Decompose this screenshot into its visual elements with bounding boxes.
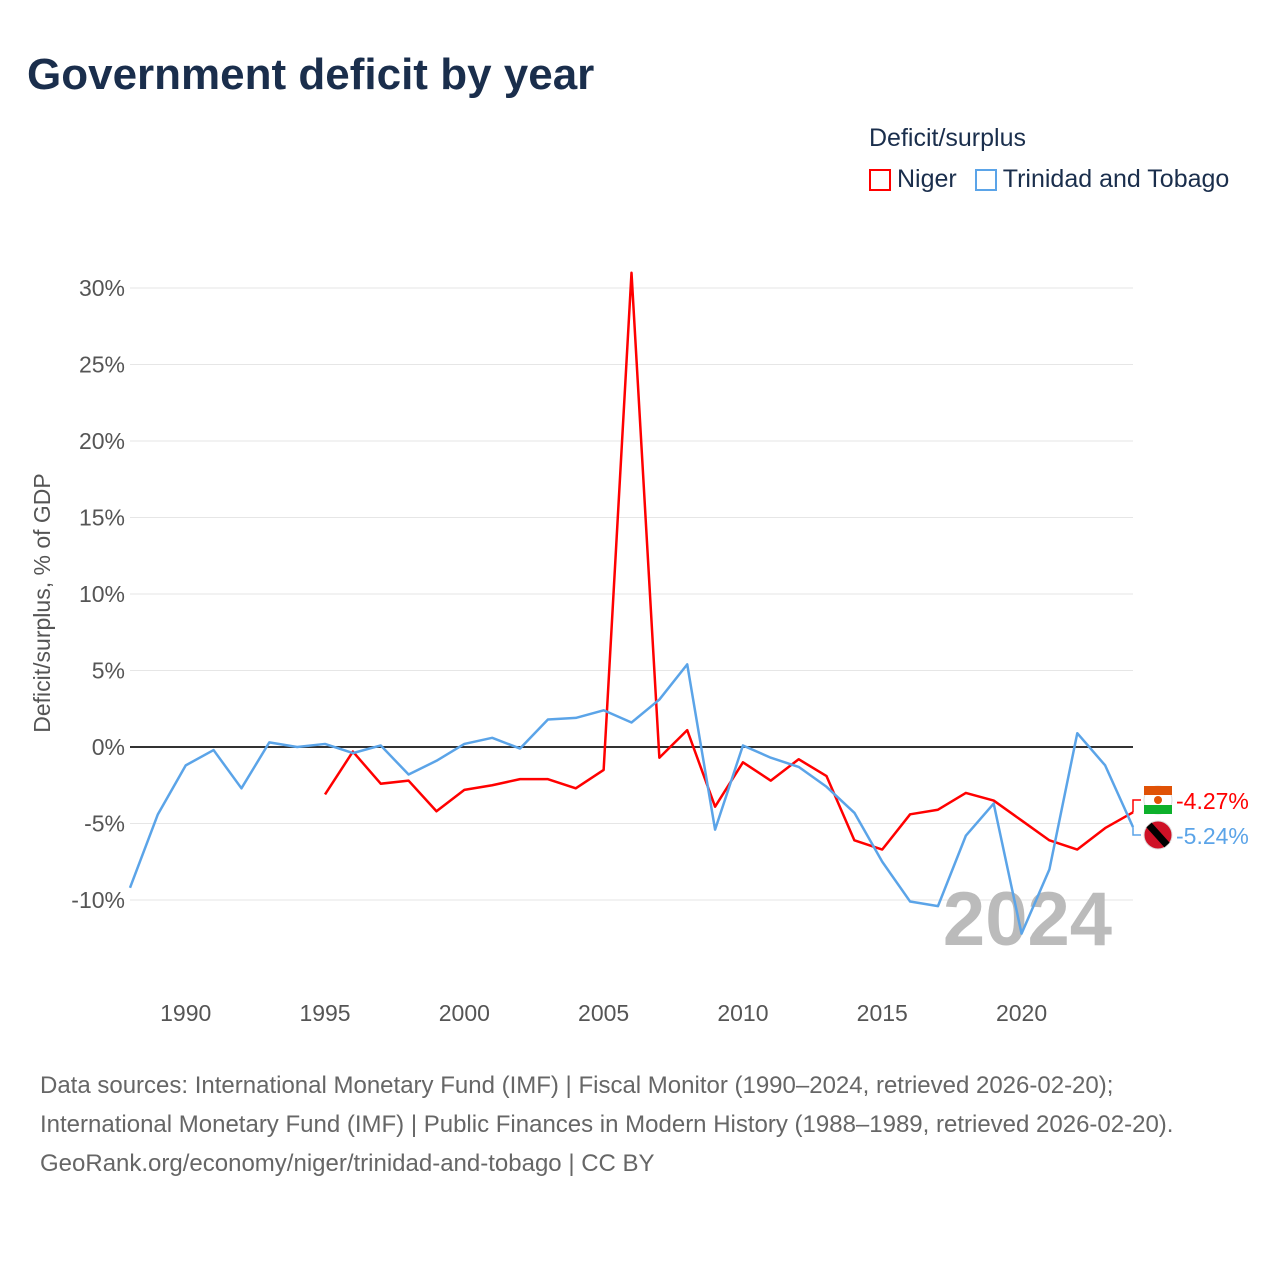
series-line-niger — [323, 271, 1134, 851]
line-chart: 2024 Deficit/surplus, % of GDP -10%-5%0%… — [29, 271, 1249, 1026]
legend-item-niger[interactable]: Niger — [869, 165, 957, 194]
source-text: Data sources: International Monetary Fun… — [40, 1072, 1174, 1138]
legend-swatch — [974, 168, 997, 191]
x-tick-label: 2005 — [578, 1000, 629, 1026]
y-axis-label: Deficit/surplus, % of GDP — [29, 473, 55, 732]
legend: Deficit/surplus Niger Trinidad and Tobag… — [869, 124, 1229, 194]
end-value-label: -5.24% — [1176, 823, 1249, 849]
legend-label: Trinidad and Tobago — [1002, 165, 1230, 193]
y-tick-label: -10% — [71, 887, 125, 913]
y-tick-label: 0% — [92, 734, 125, 760]
legend-swatch — [869, 168, 891, 191]
series-line-trinidad-and-tobago — [128, 663, 1135, 935]
flag-sun — [1154, 796, 1162, 804]
chart-title: Government deficit by year — [27, 50, 595, 99]
legend-title: Deficit/surplus — [869, 124, 1026, 152]
flag-stripe — [1146, 822, 1170, 848]
x-tick-label: 1995 — [299, 1000, 350, 1026]
sources: Data sources: International Monetary Fun… — [40, 1066, 1240, 1183]
y-tick-label: -5% — [84, 811, 125, 837]
y-tick-label: 20% — [79, 428, 125, 454]
y-tick-label: 10% — [79, 581, 125, 607]
attribution-link[interactable]: GeoRank.org/economy/niger/trinidad-and-t… — [40, 1150, 655, 1177]
y-tick-label: 25% — [79, 352, 125, 378]
y-tick-label: 30% — [79, 275, 125, 301]
x-tick-label: 2015 — [857, 1000, 908, 1026]
flag-band — [1144, 805, 1172, 814]
x-tick-label: 2000 — [439, 1000, 490, 1026]
x-tick-label: 2020 — [996, 1000, 1047, 1026]
x-tick-label: 1990 — [160, 1000, 211, 1026]
end-value-label: -4.27% — [1176, 788, 1249, 814]
legend-label: Niger — [897, 165, 957, 193]
legend-item-trinidad[interactable]: Trinidad and Tobago — [974, 165, 1230, 194]
y-tick-label: 5% — [92, 658, 125, 684]
y-tick-label: 15% — [79, 505, 125, 531]
end-connector — [1132, 799, 1141, 813]
flag-band — [1144, 786, 1172, 795]
x-tick-label: 2010 — [717, 1000, 768, 1026]
end-connector — [1132, 827, 1141, 836]
